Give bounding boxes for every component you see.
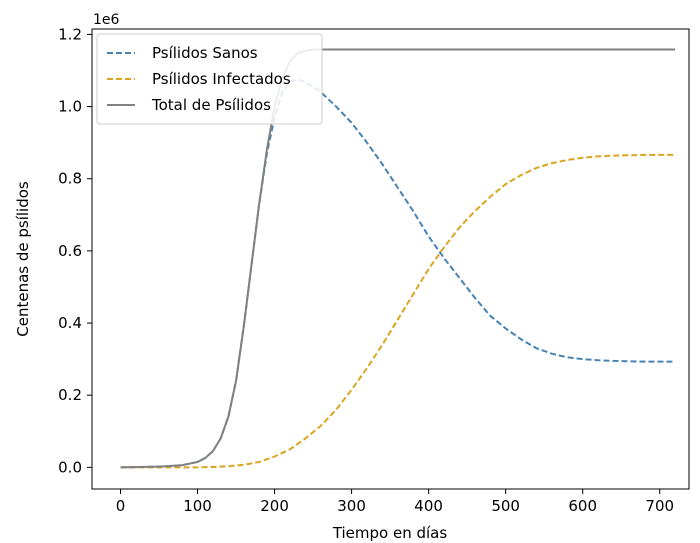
y-tick-label: 1.2 — [58, 25, 82, 43]
y-tick-label: 1.0 — [58, 98, 82, 116]
legend-label-sanos: Psílidos Sanos — [152, 44, 258, 62]
y-offset-label: 1e6 — [93, 12, 120, 28]
legend: Psílidos Sanos Psílidos Infectados Total… — [96, 33, 323, 125]
series-line-1 — [120, 153, 676, 469]
y-tick-label: 0.4 — [58, 314, 82, 332]
legend-label-infectados: Psílidos Infectados — [152, 70, 291, 88]
series-line-0 — [120, 78, 676, 469]
x-tick-label: 400 — [414, 497, 443, 515]
y-tick-label: 0.6 — [58, 242, 82, 260]
axes-frame — [91, 28, 690, 490]
x-tick-label: 200 — [260, 497, 289, 515]
x-tick-label: 0 — [116, 497, 126, 515]
x-tick-label: 600 — [568, 497, 597, 515]
x-axis: 0 100 200 300 400 500 600 700 — [116, 489, 674, 515]
x-tick-label: 100 — [183, 497, 212, 515]
y-tick-label: 0.0 — [58, 458, 82, 476]
legend-label-total: Total de Psílidos — [151, 96, 271, 114]
x-tick-label: 700 — [645, 497, 674, 515]
x-tick-label: 300 — [337, 497, 366, 515]
x-tick-label: 500 — [491, 497, 520, 515]
x-axis-label: Tiempo en días — [332, 524, 448, 542]
y-axis-label: Centenas de psílidos — [14, 181, 32, 337]
legend-box — [96, 33, 323, 125]
y-tick-label: 0.2 — [58, 386, 82, 404]
plot-area — [120, 48, 676, 469]
y-axis: 0.0 0.2 0.4 0.6 0.8 1.0 1.2 — [58, 25, 92, 476]
y-tick-label: 0.8 — [58, 170, 82, 188]
series-line-2 — [120, 48, 676, 469]
